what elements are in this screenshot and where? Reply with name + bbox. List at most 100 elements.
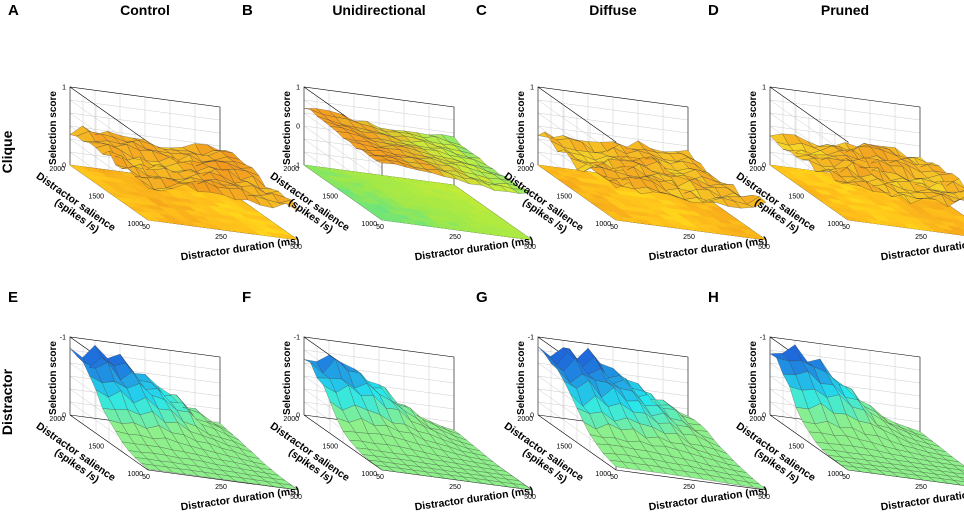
x-tick-label: 500	[524, 244, 536, 251]
surface-patch	[946, 459, 964, 467]
x-tick-label: 50	[842, 474, 850, 481]
surface-patch	[947, 195, 964, 203]
panel-title-b: Unidirectional	[332, 2, 425, 18]
back-grid-line	[537, 99, 689, 121]
z-axis-label: Selection score	[282, 341, 293, 415]
y-tick-label: 2000	[283, 166, 299, 173]
x-tick-label: 500	[758, 244, 770, 251]
row-label-clique: Clique	[0, 130, 15, 173]
z-tick-label: 0	[296, 413, 300, 420]
surface-patch	[746, 196, 767, 208]
y-tick-label: 1500	[556, 444, 572, 451]
back-grid-line	[69, 99, 221, 121]
x-axis-label: Distractor duration (ms)	[180, 235, 300, 264]
x-axis-label: Distractor duration (ms)	[414, 485, 534, 514]
x-axis-label: Distractor duration (ms)	[648, 235, 768, 264]
surface-patch	[952, 464, 964, 471]
y-axis-label: Distractor salience	[34, 420, 118, 484]
y-tick-label: 1000	[361, 471, 377, 478]
row-label-distractor: Distractor	[0, 368, 15, 435]
z-axis-label: Selection score	[516, 91, 527, 165]
back-grid-line	[303, 99, 455, 121]
surface-patch	[953, 197, 964, 203]
x-axis-label: Distractor duration (ms)	[648, 485, 768, 514]
y-tick-label: 2000	[283, 416, 299, 423]
y-tick-label: 1500	[322, 444, 338, 451]
z-axis-label: Selection score	[282, 91, 293, 165]
floor-cell	[512, 233, 533, 241]
panel-title-c: Diffuse	[589, 2, 637, 18]
floor-cell	[746, 233, 767, 241]
surface-patch	[946, 467, 964, 475]
axis-box	[537, 336, 689, 471]
surface-patch	[946, 190, 964, 194]
x-tick-label: 250	[915, 234, 927, 241]
y-tick-label: 2000	[49, 166, 65, 173]
y-tick-label: 1500	[788, 444, 804, 451]
panel-letter-c: C	[476, 2, 487, 19]
z-tick-label: 0	[530, 163, 534, 170]
panel-letter-e: E	[8, 289, 18, 306]
x-tick-label: 50	[142, 224, 150, 231]
surface-patch	[512, 188, 533, 194]
x-tick-label: 500	[524, 494, 536, 501]
y-tick-label: 1000	[827, 471, 843, 478]
floor-cell	[278, 233, 299, 241]
y-tick-label: 1000	[127, 221, 143, 228]
y-tick-label: 2000	[749, 416, 765, 423]
floor-cell	[946, 218, 964, 225]
z-axis-label: Selection score	[748, 91, 759, 165]
x-tick-label: 50	[142, 474, 150, 481]
surface-patch	[746, 481, 767, 490]
y-tick-label: 1000	[361, 221, 377, 228]
x-tick-label: 50	[842, 224, 850, 231]
y-tick-label: 2000	[749, 166, 765, 173]
z-tick-label: 0	[62, 163, 66, 170]
x-tick-label: 500	[290, 244, 302, 251]
x-tick-label: 50	[376, 474, 384, 481]
panel-title-d: Pruned	[821, 2, 869, 18]
x-axis-label: Distractor duration (ms)	[414, 235, 534, 264]
x-tick-label: 250	[449, 234, 461, 241]
panel-title-a: Control	[120, 2, 170, 18]
y-tick-label: 1500	[788, 194, 804, 201]
z-tick-label: 0	[62, 413, 66, 420]
surface-patch	[959, 477, 964, 481]
y-tick-label: 2000	[49, 416, 65, 423]
surface-patch	[947, 475, 964, 482]
floor-cell	[953, 222, 964, 229]
floor-cell	[947, 225, 964, 232]
z-tick-label: -1	[760, 335, 766, 342]
z-axis-label: Selection score	[516, 341, 527, 415]
y-tick-label: 1500	[556, 194, 572, 201]
panel-letter-h: H	[708, 289, 719, 306]
back-grid-line	[769, 99, 921, 121]
x-tick-label: 250	[449, 484, 461, 491]
surface-patch	[959, 197, 964, 201]
floor-cell	[953, 230, 964, 236]
z-axis-label: Selection score	[48, 91, 59, 165]
surface-patch	[278, 483, 299, 491]
x-tick-label: 250	[683, 234, 695, 241]
floor-cell	[959, 227, 964, 231]
y-tick-label: 1000	[827, 221, 843, 228]
surface-patch	[946, 178, 964, 189]
panel-letter-g: G	[476, 289, 488, 306]
z-axis-label: Selection score	[48, 341, 59, 415]
surface-patch	[278, 199, 299, 211]
y-axis-label: Distractor salience	[268, 420, 352, 484]
x-tick-label: 250	[683, 484, 695, 491]
y-tick-label: 2000	[517, 166, 533, 173]
floor-cell	[946, 210, 964, 218]
surface-patch	[953, 190, 964, 201]
axis-box	[303, 336, 455, 471]
z-tick-label: 1	[762, 85, 766, 92]
y-axis-label: Distractor salience	[502, 420, 586, 484]
